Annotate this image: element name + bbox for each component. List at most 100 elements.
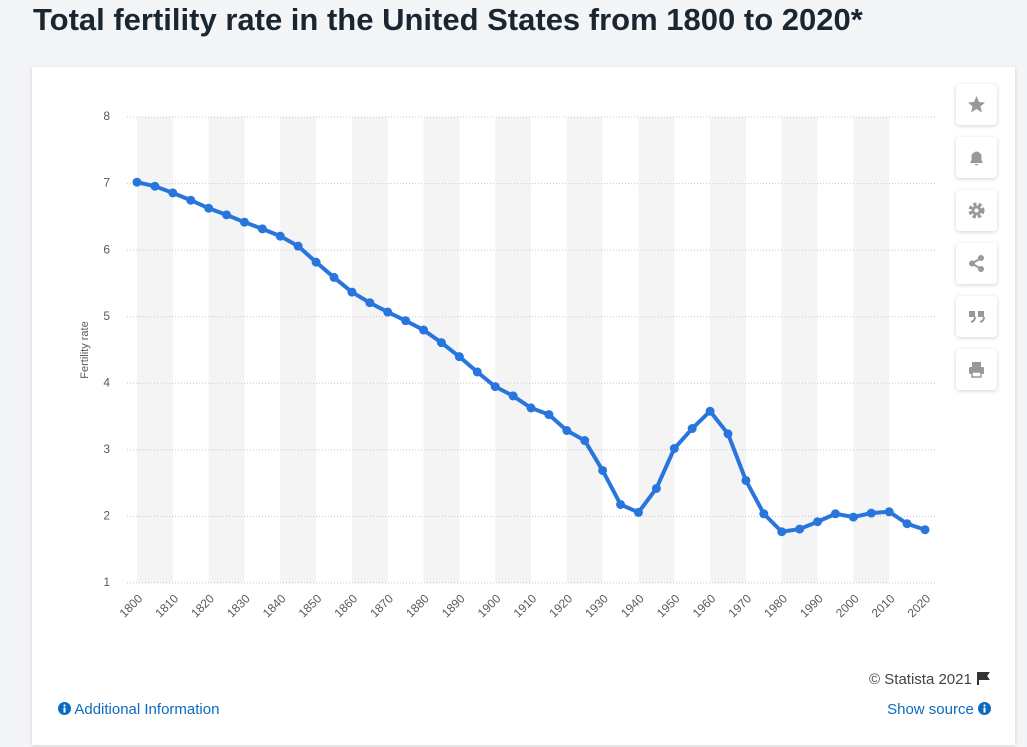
- data-point: [311, 257, 321, 267]
- x-tick-label: 1900: [475, 591, 504, 620]
- x-tick-label: 1870: [367, 591, 396, 620]
- print-button[interactable]: [956, 349, 997, 390]
- bell-icon: [970, 151, 983, 166]
- x-band: [638, 117, 675, 583]
- info-icon: [58, 702, 71, 715]
- x-tick-label: 1950: [654, 591, 683, 620]
- x-tick-label: 1800: [117, 591, 146, 620]
- data-point: [920, 525, 930, 535]
- data-point: [275, 231, 285, 241]
- data-point: [723, 429, 733, 439]
- flag-icon: [977, 672, 990, 685]
- x-tick-label: 2000: [833, 591, 862, 620]
- x-band: [208, 117, 245, 583]
- data-point: [239, 217, 249, 227]
- x-tick-label: 1820: [188, 591, 217, 620]
- x-band: [351, 117, 388, 583]
- favorite-button[interactable]: [956, 84, 997, 125]
- data-point: [132, 177, 142, 187]
- x-tick-label: 1980: [761, 591, 790, 620]
- x-tick-label: 1860: [331, 591, 360, 620]
- chart-title: Total fertility rate in the United State…: [33, 2, 863, 37]
- x-tick-label: 1990: [797, 591, 826, 620]
- data-point: [454, 352, 464, 362]
- star-icon: [968, 96, 985, 113]
- data-point: [777, 527, 787, 537]
- show-source-text: Show source: [887, 701, 974, 718]
- cite-button[interactable]: [956, 296, 997, 337]
- x-tick-label: 1810: [152, 591, 181, 620]
- print-icon: [969, 362, 984, 378]
- data-point: [436, 338, 446, 348]
- data-point: [651, 483, 661, 493]
- data-point: [150, 181, 160, 191]
- data-point: [383, 307, 393, 317]
- data-point: [705, 406, 715, 416]
- y-tick-label: 2: [103, 509, 110, 523]
- x-tick-label: 1880: [403, 591, 432, 620]
- additional-information-text: Additional Information: [74, 701, 220, 718]
- x-band: [566, 117, 603, 583]
- data-point: [562, 426, 572, 436]
- data-point: [490, 382, 500, 392]
- y-tick-label: 5: [103, 309, 110, 323]
- x-tick-label: 1960: [690, 591, 719, 620]
- data-point: [168, 188, 178, 198]
- data-point: [741, 475, 751, 485]
- x-band: [495, 117, 531, 583]
- x-tick-label: 1930: [582, 591, 611, 620]
- data-point: [222, 210, 232, 220]
- data-point: [848, 512, 858, 522]
- y-tick-label: 4: [103, 375, 110, 389]
- copyright-text: © Statista 2021: [869, 671, 972, 688]
- x-band: [280, 117, 317, 583]
- data-point: [204, 203, 214, 213]
- alert-button[interactable]: [956, 137, 997, 178]
- additional-information-link[interactable]: Additional Information: [58, 701, 219, 718]
- y-tick-label: 6: [103, 242, 110, 256]
- data-point: [365, 298, 375, 308]
- data-point: [830, 509, 840, 519]
- x-band: [710, 117, 746, 583]
- data-point: [813, 517, 823, 527]
- x-tick-label: 1840: [260, 591, 289, 620]
- data-point: [687, 424, 697, 434]
- data-point: [598, 465, 608, 475]
- data-point: [293, 241, 303, 251]
- data-point: [795, 524, 805, 534]
- data-point: [866, 508, 876, 518]
- y-axis-label: Fertility rate: [79, 321, 91, 378]
- data-point: [401, 316, 411, 326]
- data-point: [580, 436, 590, 446]
- data-point: [508, 391, 518, 401]
- data-point: [347, 287, 357, 297]
- gear-icon: [968, 202, 985, 219]
- x-band: [853, 117, 890, 583]
- data-point: [257, 224, 267, 234]
- copyright: © Statista 2021: [869, 671, 990, 688]
- settings-button[interactable]: [956, 190, 997, 231]
- data-point: [884, 507, 894, 517]
- y-tick-label: 8: [103, 109, 110, 123]
- x-tick-label: 1830: [224, 591, 253, 620]
- x-tick-label: 1920: [546, 591, 575, 620]
- x-tick-label: 1940: [618, 591, 647, 620]
- x-tick-label: 1850: [296, 591, 325, 620]
- x-tick-label: 2010: [869, 591, 898, 620]
- y-tick-label: 1: [103, 575, 110, 589]
- x-tick-label: 1970: [725, 591, 754, 620]
- data-point: [186, 195, 196, 205]
- share-button[interactable]: [956, 243, 997, 284]
- data-point: [759, 509, 769, 519]
- x-band: [781, 117, 818, 583]
- data-point: [902, 519, 912, 529]
- x-tick-label: 1910: [511, 591, 540, 620]
- show-source-link[interactable]: Show source: [887, 701, 991, 718]
- data-point: [419, 325, 429, 335]
- data-point: [669, 444, 679, 454]
- share-icon: [969, 255, 984, 272]
- data-point: [544, 410, 554, 420]
- x-tick-label: 2020: [905, 591, 934, 620]
- x-tick-label: 1890: [439, 591, 468, 620]
